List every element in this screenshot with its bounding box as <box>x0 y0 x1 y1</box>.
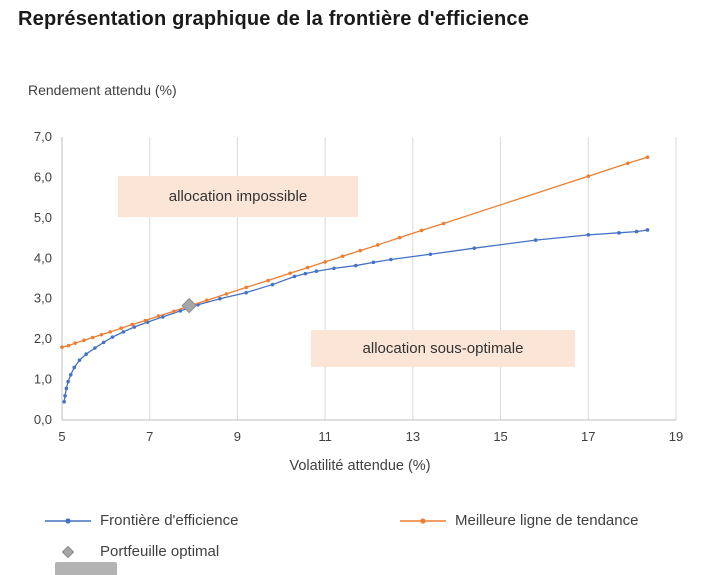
series-marker <box>101 340 106 345</box>
series-marker <box>419 228 424 233</box>
series-marker <box>472 246 477 250</box>
series-marker <box>66 379 70 384</box>
series-marker <box>62 400 66 404</box>
series-marker <box>332 266 336 271</box>
series-marker <box>375 243 380 247</box>
y-tick-label: 1,0 <box>34 372 52 387</box>
legend-label: Portfeuille optimal <box>100 543 220 560</box>
legend-label: Meilleure ligne de tendance <box>455 512 639 529</box>
series-marker <box>121 330 126 334</box>
series-marker <box>645 155 650 160</box>
x-tick-label: 15 <box>493 429 507 444</box>
x-tick-label: 9 <box>234 429 241 444</box>
series-marker <box>340 254 345 259</box>
legend-marker-diamond <box>61 545 75 558</box>
series-marker <box>60 345 64 350</box>
series-marker <box>93 346 97 350</box>
legend-label: Frontière d'efficience <box>100 512 239 529</box>
series-marker <box>130 322 134 327</box>
series-marker <box>132 325 137 329</box>
series-marker <box>371 260 376 265</box>
series-marker <box>244 290 248 295</box>
series-marker <box>428 252 433 257</box>
series-marker <box>266 278 270 283</box>
series-marker <box>397 235 402 240</box>
x-tick-label: 11 <box>318 429 332 444</box>
legend-item-portefeuille: Portfeuille optimal <box>45 543 219 560</box>
series-marker <box>441 221 446 226</box>
legend-item-tendance: Meilleure ligne de tendance <box>400 512 638 529</box>
x-tick-label: 13 <box>406 429 420 444</box>
x-tick-label: 17 <box>581 429 595 444</box>
legend-marker <box>420 517 426 524</box>
series-marker <box>586 174 591 179</box>
y-tick-label: 4,0 <box>34 250 52 265</box>
series-marker <box>303 271 308 276</box>
y-tick-label: 2,0 <box>34 331 52 346</box>
x-tick-label: 5 <box>58 429 65 444</box>
series-marker <box>63 393 67 398</box>
series-marker <box>314 269 319 274</box>
annotation-allocation-impossible: allocation impossible <box>118 176 358 217</box>
x-tick-label: 7 <box>146 429 153 444</box>
y-tick-label: 0,0 <box>34 412 52 427</box>
bottom-left-artifact <box>55 562 117 575</box>
series-marker <box>66 343 71 348</box>
legend-swatch-diamond-gray <box>61 545 75 558</box>
series-marker <box>82 338 86 343</box>
series-marker <box>625 161 630 166</box>
series-marker <box>533 238 538 242</box>
chart-canvas: 5 7 9 11 13 15 17 19 0,0 1,0 2,0 3,0 4,0 5,0 6,0 7,0 <box>34 129 683 444</box>
chart-title: Représentation graphique de la frontière… <box>18 8 530 30</box>
series-marker <box>292 274 297 279</box>
series-marker <box>389 257 393 262</box>
series-marker <box>73 341 77 345</box>
x-axis-title: Volatilité attendue (%) <box>289 458 431 474</box>
y-tick-label: 5,0 <box>34 210 52 225</box>
series-marker <box>64 386 69 391</box>
series-marker <box>161 315 165 319</box>
series-marker <box>99 332 104 337</box>
series-marker <box>244 285 248 290</box>
series-marker <box>77 358 82 362</box>
series-marker <box>204 298 209 303</box>
series-marker <box>90 335 95 340</box>
series-marker <box>270 282 275 287</box>
optimal-portfolio-diamond <box>181 297 197 314</box>
legend-swatch-line-blue <box>45 517 91 524</box>
series-marker <box>68 372 73 377</box>
legend-swatch-line-orange <box>400 517 446 524</box>
y-axis-title: Rendement attendu (%) <box>28 82 177 98</box>
series-marker <box>358 248 363 253</box>
series-line <box>63 229 648 402</box>
series-marker <box>84 352 88 356</box>
y-tick-label: 3,0 <box>34 291 52 306</box>
series-marker <box>354 263 358 268</box>
y-tick-label: 7,0 <box>34 129 52 144</box>
y-tick-label: 6,0 <box>34 169 52 184</box>
series-marker <box>110 335 115 339</box>
series-marker <box>143 318 148 323</box>
series-marker <box>172 309 176 314</box>
x-tick-label: 19 <box>669 429 683 444</box>
legend-item-frontiere: Frontière d'efficience <box>45 512 239 529</box>
series-marker <box>288 271 292 276</box>
series-marker <box>224 292 229 296</box>
series-marker <box>72 365 77 370</box>
series-marker <box>617 231 621 235</box>
legend-marker <box>65 517 71 524</box>
series-marker <box>119 326 124 331</box>
series-marker <box>645 228 650 232</box>
series-marker <box>323 260 327 264</box>
series-marker <box>634 229 639 234</box>
series-marker <box>305 265 310 270</box>
series-marker <box>586 233 591 237</box>
series-marker <box>218 296 222 301</box>
series-marker <box>156 314 161 318</box>
annotation-allocation-sous-optimale: allocation sous-optimale <box>311 330 575 367</box>
series-marker <box>108 330 113 334</box>
